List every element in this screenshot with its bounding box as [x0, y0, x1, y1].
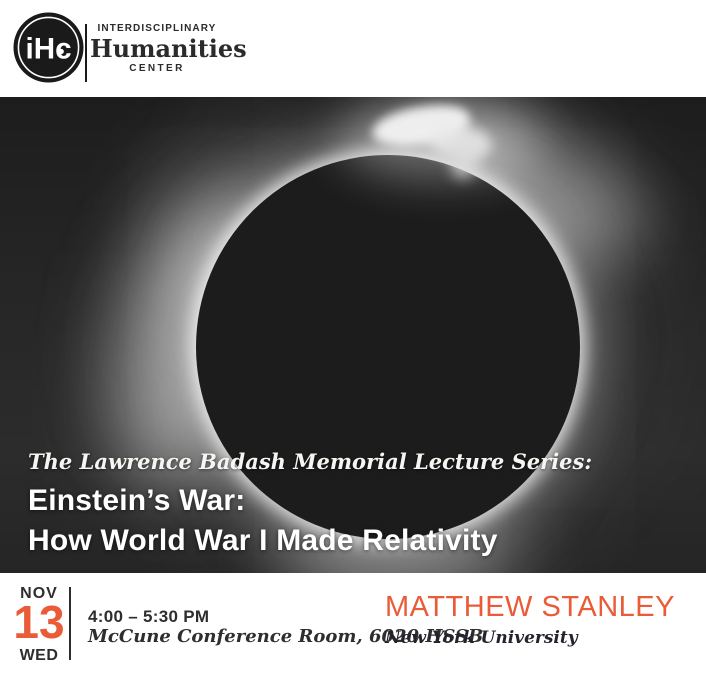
lecture-series-label: The Lawrence Badash Memorial Lecture Ser… [28, 449, 593, 474]
moon-disk [196, 155, 580, 539]
eclipse-photo: The Lawrence Badash Memorial Lecture Ser… [0, 97, 706, 573]
date-divider [69, 587, 71, 660]
event-info-bar: NOV 13 WED 4:00 – 5:30 PM McCune Confere… [0, 573, 706, 679]
logo-text: iHc [25, 32, 71, 65]
ihc-logo: iHc [13, 12, 84, 83]
header-divider [85, 24, 87, 82]
event-month: NOV [20, 585, 58, 602]
org-line-humanities: Humanities [90, 34, 247, 63]
event-weekday: WED [19, 647, 59, 664]
event-location: McCune Conference Room, 6020 HSSB [88, 626, 484, 647]
logo-c-dot [58, 48, 64, 55]
org-name: INTERDISCIPLINARY Humanities CENTER [90, 23, 247, 75]
header: iHc INTERDISCIPLINARY Humanities CENTER [0, 0, 706, 97]
speaker-name: MATTHEW STANLEY [385, 591, 675, 623]
logo-disc [13, 12, 84, 83]
speaker-affiliation: New York University [385, 628, 578, 648]
org-line-interdisciplinary: INTERDISCIPLINARY [97, 23, 217, 34]
org-line-center: CENTER [129, 63, 185, 75]
logo-ring [17, 16, 80, 79]
event-day: 13 [13, 596, 65, 648]
event-title-line1: Einstein’s War: [28, 484, 246, 517]
event-time: 4:00 – 5:30 PM [88, 607, 210, 626]
ihc-logo-graphic: iHc [13, 12, 84, 83]
event-title-line2: How World War I Made Relativity [28, 524, 498, 557]
